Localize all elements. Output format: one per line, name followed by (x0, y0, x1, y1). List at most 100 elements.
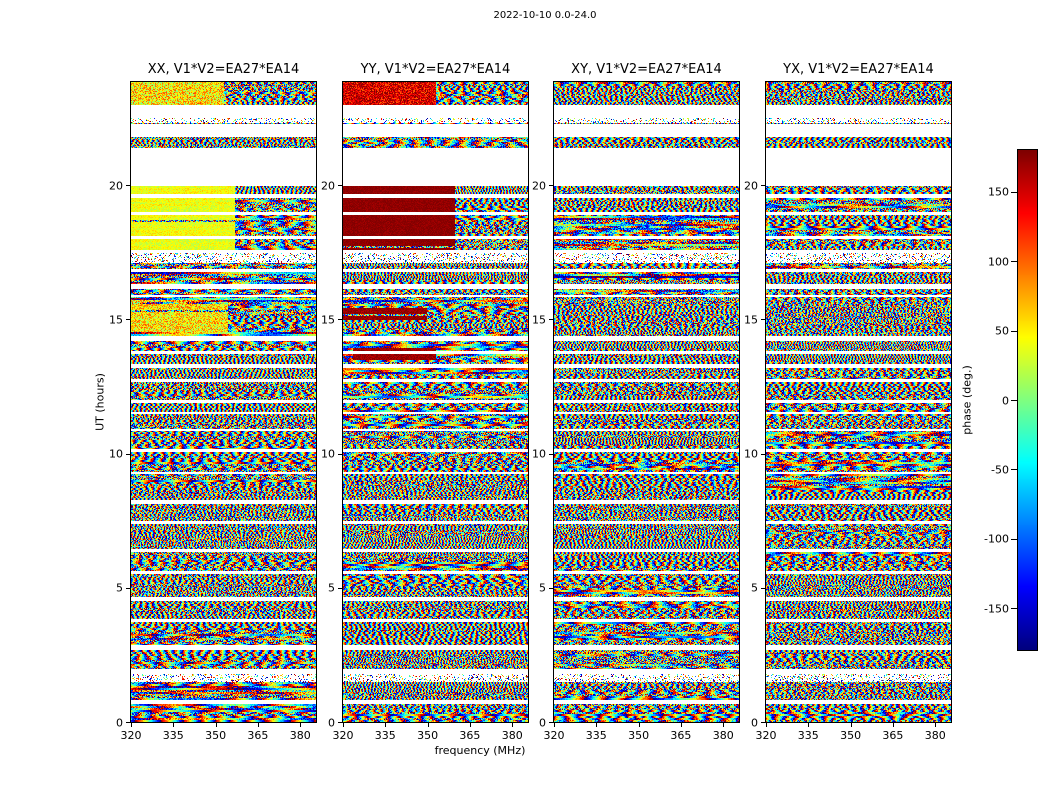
y-tick-label: 15 (321, 313, 335, 327)
y-tick (549, 587, 553, 589)
heatmap-YY (342, 81, 529, 723)
y-tick (761, 722, 765, 723)
colorbar-tick (1011, 261, 1017, 263)
y-tick (761, 185, 765, 187)
x-tick-label: 320 (755, 729, 777, 742)
x-tick (892, 723, 894, 727)
y-tick (549, 185, 553, 187)
y-tick-label: 15 (532, 313, 546, 327)
y-tick (338, 453, 342, 455)
figure-title: 2022-10-10 0.0-24.0 (493, 10, 597, 21)
x-tick-label: 335 (585, 729, 607, 742)
colorbar-tick (1011, 400, 1017, 401)
colorbar-tick-label: -100 (984, 532, 1009, 546)
colorbar-tick (1011, 469, 1017, 471)
y-tick-label: 10 (321, 447, 335, 461)
y-axis-label: UT (hours) (93, 373, 107, 431)
x-tick (469, 723, 471, 727)
y-tick (549, 319, 553, 321)
y-tick (338, 722, 342, 723)
x-axis-label: frequency (MHz) (434, 744, 526, 757)
x-tick (596, 723, 598, 727)
x-tick (554, 723, 555, 727)
x-tick (427, 723, 429, 727)
x-tick-label: 365 (670, 729, 692, 742)
heatmap-XX (130, 81, 317, 723)
y-tick-label: 10 (744, 447, 758, 461)
x-tick-label: 350 (205, 729, 227, 742)
x-tick-label: 335 (797, 729, 819, 742)
x-tick (512, 723, 514, 727)
y-tick (126, 453, 130, 455)
x-tick (850, 723, 852, 727)
y-tick-label: 20 (744, 179, 758, 193)
colorbar-label: phase (deg.) (960, 365, 974, 435)
colorbar-tick (1011, 608, 1017, 610)
colorbar-tick-label: 0 (1002, 394, 1009, 407)
y-tick-label: 0 (751, 716, 758, 729)
heatmap-YX (765, 81, 952, 723)
x-tick-label: 320 (120, 729, 142, 742)
x-tick (680, 723, 682, 727)
y-tick-label: 20 (532, 179, 546, 193)
y-tick (126, 185, 130, 187)
y-tick (338, 319, 342, 321)
x-tick-label: 350 (840, 729, 862, 742)
y-tick (338, 185, 342, 187)
x-tick (300, 723, 302, 727)
panel-title-XY: XY, V1*V2=EA27*EA14 (571, 62, 722, 77)
colorbar-tick (1011, 538, 1017, 540)
x-tick (935, 723, 937, 727)
panel-title-YX: YX, V1*V2=EA27*EA14 (783, 62, 934, 77)
x-tick-label: 320 (332, 729, 354, 742)
x-tick-label: 365 (882, 729, 904, 742)
colorbar-tick-label: -150 (984, 602, 1009, 616)
y-tick (761, 453, 765, 455)
y-tick (338, 587, 342, 589)
x-tick-label: 365 (459, 729, 481, 742)
colorbar-tick-label: 50 (995, 324, 1009, 338)
y-tick (761, 319, 765, 321)
y-tick-label: 20 (321, 179, 335, 193)
y-tick-label: 5 (539, 581, 546, 595)
x-tick (257, 723, 259, 727)
x-tick-label: 320 (543, 729, 565, 742)
y-tick (126, 587, 130, 589)
x-tick (385, 723, 387, 727)
x-tick-label: 380 (289, 729, 311, 742)
y-tick (126, 722, 130, 723)
colorbar (1017, 149, 1038, 651)
y-tick-label: 0 (539, 716, 546, 729)
y-tick-label: 15 (744, 313, 758, 327)
x-tick (343, 723, 344, 727)
colorbar-tick (1011, 191, 1017, 193)
x-tick (131, 723, 132, 727)
x-tick-label: 335 (162, 729, 184, 742)
colorbar-tick (1011, 330, 1017, 332)
panel-title-YY: YY, V1*V2=EA27*EA14 (360, 62, 511, 77)
y-tick-label: 10 (532, 447, 546, 461)
x-tick (808, 723, 810, 727)
colorbar-tick-label: 150 (988, 185, 1009, 199)
x-tick (173, 723, 175, 727)
heatmap-XY (553, 81, 740, 723)
x-tick-label: 350 (417, 729, 439, 742)
x-tick-label: 380 (924, 729, 946, 742)
y-tick (549, 722, 553, 723)
y-tick-label: 0 (116, 716, 123, 729)
x-tick (638, 723, 640, 727)
x-tick-label: 350 (628, 729, 650, 742)
y-tick-label: 10 (109, 447, 123, 461)
y-tick-label: 5 (116, 581, 123, 595)
panel-title-XX: XX, V1*V2=EA27*EA14 (147, 62, 300, 77)
y-tick-label: 15 (109, 313, 123, 327)
y-tick-label: 5 (751, 581, 758, 595)
x-tick-label: 380 (501, 729, 523, 742)
y-tick-label: 0 (328, 716, 335, 729)
y-tick (549, 453, 553, 455)
x-tick-label: 380 (712, 729, 734, 742)
y-tick-label: 20 (109, 179, 123, 193)
x-tick (723, 723, 725, 727)
colorbar-tick-label: 100 (988, 255, 1009, 269)
